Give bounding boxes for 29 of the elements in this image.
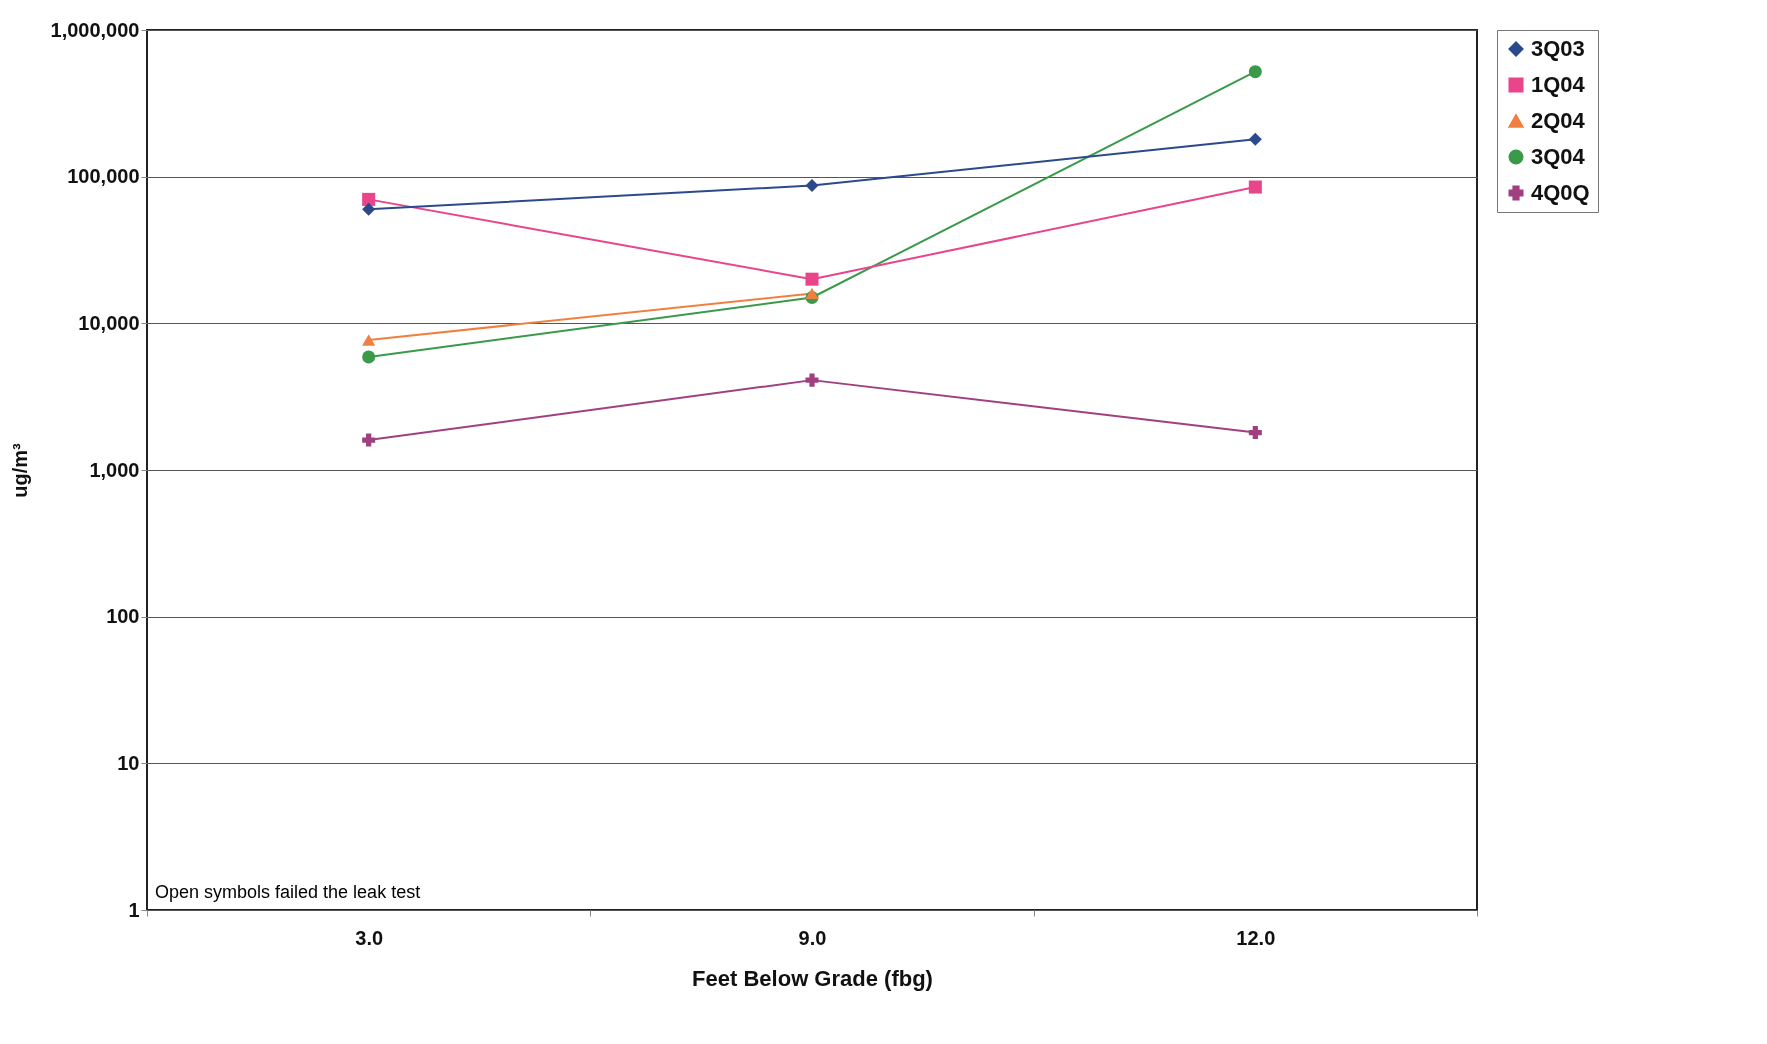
point <box>362 433 376 447</box>
y-axis-title: ug/m³ <box>8 442 31 498</box>
legend-label: 2Q04 <box>1531 108 1586 133</box>
y-tick-label: 100,000 <box>67 165 140 188</box>
point <box>805 373 819 387</box>
y-tick-label: 100 <box>106 605 140 628</box>
y-tick-label: 1,000 <box>89 458 140 481</box>
point <box>362 350 376 364</box>
legend-label: 3Q04 <box>1531 144 1586 169</box>
point <box>1248 65 1262 79</box>
legend-label: 1Q04 <box>1531 72 1586 97</box>
y-tick-label: 10,000 <box>78 311 140 334</box>
x-tick-label: 12.0 <box>1236 926 1276 949</box>
point <box>1248 180 1262 194</box>
y-tick-label: 10 <box>117 751 140 774</box>
legend-label: 4Q0Q <box>1531 180 1590 205</box>
point <box>805 272 819 286</box>
y-tick-label: 1,000,000 <box>50 18 140 41</box>
point <box>362 202 376 216</box>
point <box>1248 132 1262 146</box>
point <box>362 192 376 206</box>
annotation: Open symbols failed the leak test <box>155 882 421 902</box>
point <box>805 179 819 193</box>
x-tick-label: 9.0 <box>798 926 827 949</box>
y-tick-label: 1 <box>128 898 140 921</box>
x-tick-label: 3.0 <box>355 926 384 949</box>
point <box>1248 426 1262 440</box>
x-axis-title: Feet Below Grade (fbg) <box>692 965 933 991</box>
legend-label: 3Q03 <box>1531 36 1585 61</box>
